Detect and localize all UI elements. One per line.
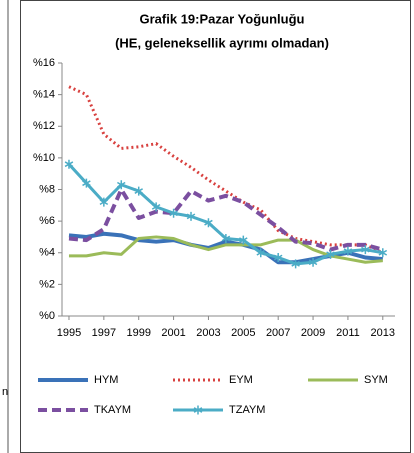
legend-label: TZAYM: [229, 404, 265, 416]
y-tick-label: %0: [39, 310, 55, 322]
marker: [256, 248, 266, 258]
x-tick-label: 2005: [231, 327, 255, 339]
marker: [221, 234, 231, 244]
marker: [117, 180, 126, 190]
legend-label: EYM: [229, 374, 253, 386]
x-tick-label: 1999: [126, 327, 150, 339]
marker: [99, 197, 109, 207]
marker: [169, 208, 178, 218]
x-tick-label: 2001: [161, 327, 185, 339]
chart-title: Grafik 19:Pazar Yoğunluğu: [140, 11, 305, 26]
marker: [151, 202, 161, 212]
marker: [308, 257, 318, 267]
x-tick-label: 1995: [57, 327, 81, 339]
marker: [326, 249, 335, 259]
marker: [378, 248, 388, 258]
legend-label: TKAYM: [94, 404, 131, 416]
marker: [273, 252, 283, 262]
marker: [239, 235, 248, 245]
x-tick-label: 2007: [266, 327, 290, 339]
y-tick-label: %2: [39, 278, 55, 290]
legend-label: SYM: [364, 374, 388, 386]
y-tick-label: %6: [39, 215, 55, 227]
marker: [361, 245, 370, 255]
y-tick-label: %12: [33, 120, 55, 132]
series-line: [68, 187, 384, 252]
y-tick-label: %8: [39, 183, 55, 195]
x-tick-label: 2009: [301, 327, 325, 339]
y-tick-label: %10: [33, 152, 55, 164]
side-text: n: [2, 386, 8, 398]
legend-label: HYM: [94, 374, 118, 386]
x-tick-label: 2003: [196, 327, 220, 339]
y-tick-label: %14: [33, 89, 55, 101]
legend-marker: [193, 405, 203, 415]
y-tick-label: %16: [33, 57, 55, 69]
marker: [134, 186, 143, 196]
x-tick-label: 1997: [92, 327, 116, 339]
marker: [204, 218, 213, 228]
x-tick-label: 2013: [371, 327, 395, 339]
y-tick-label: %4: [39, 247, 55, 259]
marker: [64, 159, 74, 169]
marker: [291, 259, 300, 269]
series-line: [68, 85, 384, 255]
chart-subtitle: (HE, geleneksellik ayrımı olmadan): [115, 35, 329, 50]
marker: [82, 178, 91, 188]
x-tick-label: 2011: [336, 327, 360, 339]
chart-frame: [20, 0, 411, 453]
marker: [343, 246, 353, 256]
marker: [186, 211, 196, 221]
